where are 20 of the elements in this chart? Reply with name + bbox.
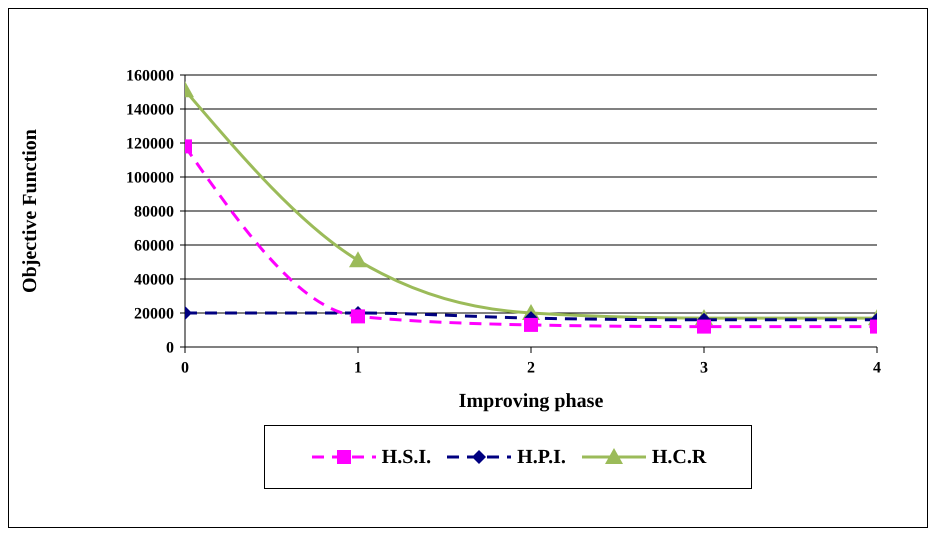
x-tick-label: 2 [527,359,535,376]
y-tick-label: 160000 [126,68,174,85]
y-tick-label: 140000 [126,102,174,119]
y-tick-label: 20000 [134,306,174,323]
y-tick-label: 40000 [134,272,174,289]
y-tick-label: 80000 [134,204,174,221]
x-tick-label: 1 [354,359,362,376]
y-tick-label: 0 [166,340,174,357]
x-tick-label: 4 [873,359,881,376]
y-tick-label: 60000 [134,238,174,255]
y-tick-label: 120000 [126,136,174,153]
legend-label: H.P.I. [517,446,566,468]
x-tick-label: 3 [700,359,708,376]
x-tick-label: 0 [181,359,189,376]
y-axis-title: Objective Function [19,129,42,293]
legend-label: H.S.I. [382,446,432,468]
point [524,318,538,332]
legend-label: H.C.R [652,446,706,468]
y-tick-label: 100000 [126,170,174,187]
x-axis-title: Improving phase [458,390,604,412]
